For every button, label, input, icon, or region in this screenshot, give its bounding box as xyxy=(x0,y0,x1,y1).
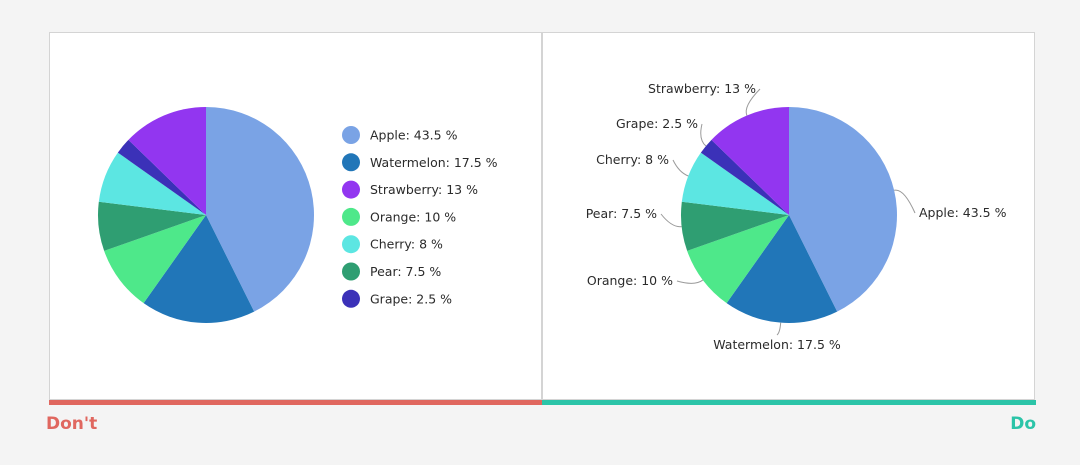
dont-label: Don't xyxy=(46,414,98,434)
legend-swatch-orange xyxy=(342,207,360,226)
leader-line-apple xyxy=(894,189,916,214)
dont-underline-bar xyxy=(49,400,542,405)
legend-label-apple: Apple: 43.5 % xyxy=(370,128,458,143)
legend-label-cherry: Cherry: 8 % xyxy=(370,237,443,252)
pie-slice-apple xyxy=(789,107,897,312)
legend-swatch-pear xyxy=(342,262,360,281)
callout-label-strawberry: Strawberry: 13 % xyxy=(648,81,756,96)
legend-label-watermelon: Watermelon: 17.5 % xyxy=(370,155,498,170)
pie-slice-grape xyxy=(700,139,789,215)
pie-slice-grape xyxy=(117,139,206,215)
legend-label-grape: Grape: 2.5 % xyxy=(370,291,452,306)
pie-slice-strawberry xyxy=(128,107,206,215)
callout-label-pear: Pear: 7.5 % xyxy=(586,206,657,221)
callout-label-cherry: Cherry: 8 % xyxy=(596,152,669,167)
do-example-panel: Apple: 43.5 % Watermelon: 17.5 % Strawberr… xyxy=(542,32,1035,400)
pie-slice-pear xyxy=(98,201,206,251)
do-pie-chart: Apple: 43.5 % Watermelon: 17.5 % Strawberr… xyxy=(586,81,1007,352)
pie-slice-orange xyxy=(104,215,206,304)
legend-swatch-strawberry xyxy=(342,180,360,199)
legend-swatch-cherry xyxy=(342,235,360,254)
leader-line-strawberry xyxy=(745,88,761,116)
pie-slice-cherry xyxy=(681,152,789,215)
legend-label-pear: Pear: 7.5 % xyxy=(370,264,441,279)
callout-label-grape: Grape: 2.5 % xyxy=(616,116,698,131)
leader-line-grape xyxy=(700,123,707,147)
pie-slice-apple xyxy=(206,107,314,312)
leader-line-orange xyxy=(676,279,704,284)
pie-slice-orange xyxy=(687,215,789,304)
do-underline-bar xyxy=(542,400,1036,405)
callout-label-apple: Apple: 43.5 % xyxy=(919,205,1007,220)
dont-pie-chart: Apple: 43.5 % Watermelon: 17.5 % Strawberr… xyxy=(98,107,498,323)
pie-slice-pear xyxy=(681,201,789,251)
leader-line-cherry xyxy=(672,159,689,177)
callout-label-watermelon: Watermelon: 17.5 % xyxy=(713,337,841,352)
leader-line-pear xyxy=(660,213,682,228)
pie-slice-cherry xyxy=(98,152,206,215)
legend-swatch-grape xyxy=(342,289,360,308)
leader-line-watermelon xyxy=(776,322,782,336)
pie-slice-strawberry xyxy=(711,107,789,215)
dont-example-panel: Apple: 43.5 % Watermelon: 17.5 % Strawberr… xyxy=(49,32,542,400)
legend-swatch-apple xyxy=(342,126,360,144)
do-label: Do xyxy=(1010,414,1036,434)
legend-label-orange: Orange: 10 % xyxy=(370,209,456,224)
pie-slice-watermelon xyxy=(143,215,255,323)
callout-label-orange: Orange: 10 % xyxy=(587,273,673,288)
legend-swatch-watermelon xyxy=(342,153,360,172)
pie-slice-watermelon xyxy=(726,215,838,324)
legend-label-strawberry: Strawberry: 13 % xyxy=(370,182,478,197)
